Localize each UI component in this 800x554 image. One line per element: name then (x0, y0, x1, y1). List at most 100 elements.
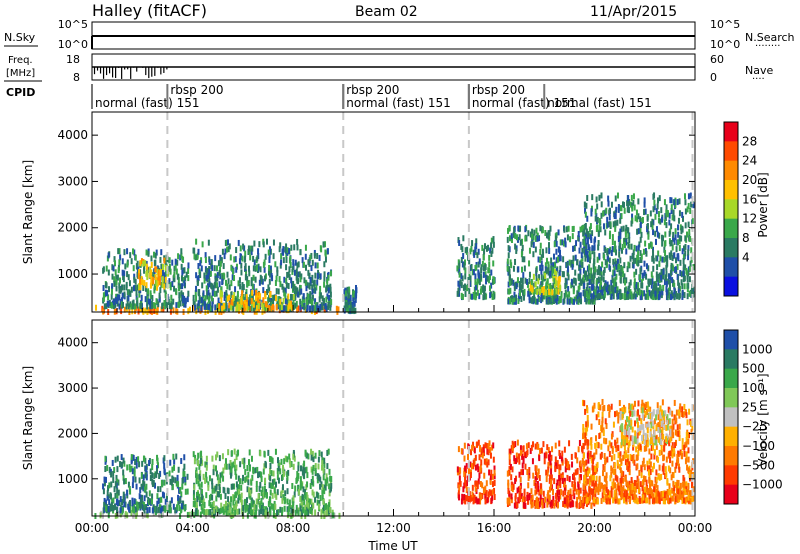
power-cell (200, 304, 203, 311)
velocity-cell (241, 508, 244, 515)
velocity-cell (558, 449, 561, 456)
velocity-cell (493, 493, 496, 500)
velocity-cell (506, 470, 509, 477)
power-cell (120, 308, 123, 315)
power-cell (110, 293, 113, 300)
velocity-cell (104, 466, 107, 473)
power-cell (138, 291, 141, 298)
power-cell (226, 271, 229, 278)
velocity-cell (176, 474, 179, 481)
power-cell (180, 290, 183, 297)
velocity-cell (507, 469, 510, 476)
velocity-cell (513, 502, 516, 509)
power-cell (284, 246, 287, 253)
velocity-cell (311, 475, 314, 482)
velocity-cell (616, 459, 619, 466)
velocity-cell (474, 464, 477, 471)
power-cell (161, 269, 164, 276)
velocity-cell (519, 488, 522, 495)
power-cell (531, 238, 534, 245)
power-cell (507, 252, 510, 259)
velocity-cell (188, 511, 191, 518)
power-cell (241, 290, 244, 297)
power-cell (592, 263, 595, 270)
power-cell (535, 288, 538, 295)
velocity-cell (129, 499, 132, 506)
power-cell (279, 262, 282, 269)
velocity-cell (268, 473, 271, 480)
velocity-cell (317, 503, 320, 510)
velocity-cell (607, 445, 610, 452)
power-cell (665, 209, 668, 216)
power-cell (254, 276, 257, 283)
power-cell (223, 253, 226, 260)
power-cell (491, 247, 494, 254)
power-cell (488, 254, 491, 261)
power-cell (350, 304, 353, 311)
velocity-cell (163, 455, 166, 462)
velocity-cell (571, 481, 574, 488)
power-cell (507, 245, 510, 252)
power-cell (238, 258, 241, 265)
velocity-cell (610, 403, 613, 410)
power-cell (107, 294, 110, 301)
velocity-cell (154, 482, 157, 489)
power-cell (127, 295, 130, 302)
power-cell (277, 288, 280, 295)
power-cell (489, 273, 492, 280)
velocity-cell (288, 458, 291, 465)
power-cell (349, 294, 352, 301)
velocity-cell (235, 500, 238, 507)
power-cell (230, 280, 233, 287)
power-cell (684, 250, 687, 257)
power-cell (639, 289, 642, 296)
velocity-cell (298, 489, 301, 496)
power-cell (527, 290, 530, 297)
power-cell (607, 195, 610, 202)
power-cell (150, 269, 153, 276)
power-cell (304, 244, 307, 251)
power-cell (584, 291, 587, 298)
velocity-cell (586, 452, 589, 459)
power-cell (225, 239, 228, 246)
power-cell (636, 254, 639, 261)
velocity-cell (563, 446, 566, 453)
power-cell (196, 252, 199, 259)
power-cell (267, 284, 270, 291)
power-cell (523, 288, 526, 295)
velocity-cell (558, 452, 561, 459)
power-cell (244, 255, 247, 262)
power-cell (644, 240, 647, 247)
power-cell (183, 280, 186, 287)
power-cell (324, 303, 327, 310)
power-cell (462, 253, 465, 260)
power-cell (585, 286, 588, 293)
power-cell (637, 213, 640, 220)
velocity-cell (595, 448, 598, 455)
power-cell (324, 241, 327, 248)
velocity-cell (201, 507, 204, 514)
velocity-cell (213, 507, 216, 514)
velocity-cell (221, 506, 224, 513)
velocity-cell (292, 495, 295, 502)
power-cell (676, 263, 679, 270)
velocity-cell (177, 466, 180, 473)
power-cell (549, 289, 552, 296)
power-cell (279, 281, 282, 288)
power-cell (579, 226, 582, 233)
velocity-cell (195, 478, 198, 485)
velocity-cell (128, 486, 131, 493)
velocity-cell (306, 472, 309, 479)
velocity-cell (554, 466, 557, 473)
velocity-cell (576, 496, 579, 503)
power-cell (689, 236, 692, 243)
velocity-cell (222, 475, 225, 482)
power-cell (598, 269, 601, 276)
power-cell (577, 231, 580, 238)
power-cell (683, 283, 686, 290)
velocity-cell (584, 408, 587, 415)
velocity-cell (151, 507, 154, 514)
velocity-cell (112, 476, 115, 483)
power-cell (237, 239, 240, 246)
power-cell (248, 270, 251, 277)
